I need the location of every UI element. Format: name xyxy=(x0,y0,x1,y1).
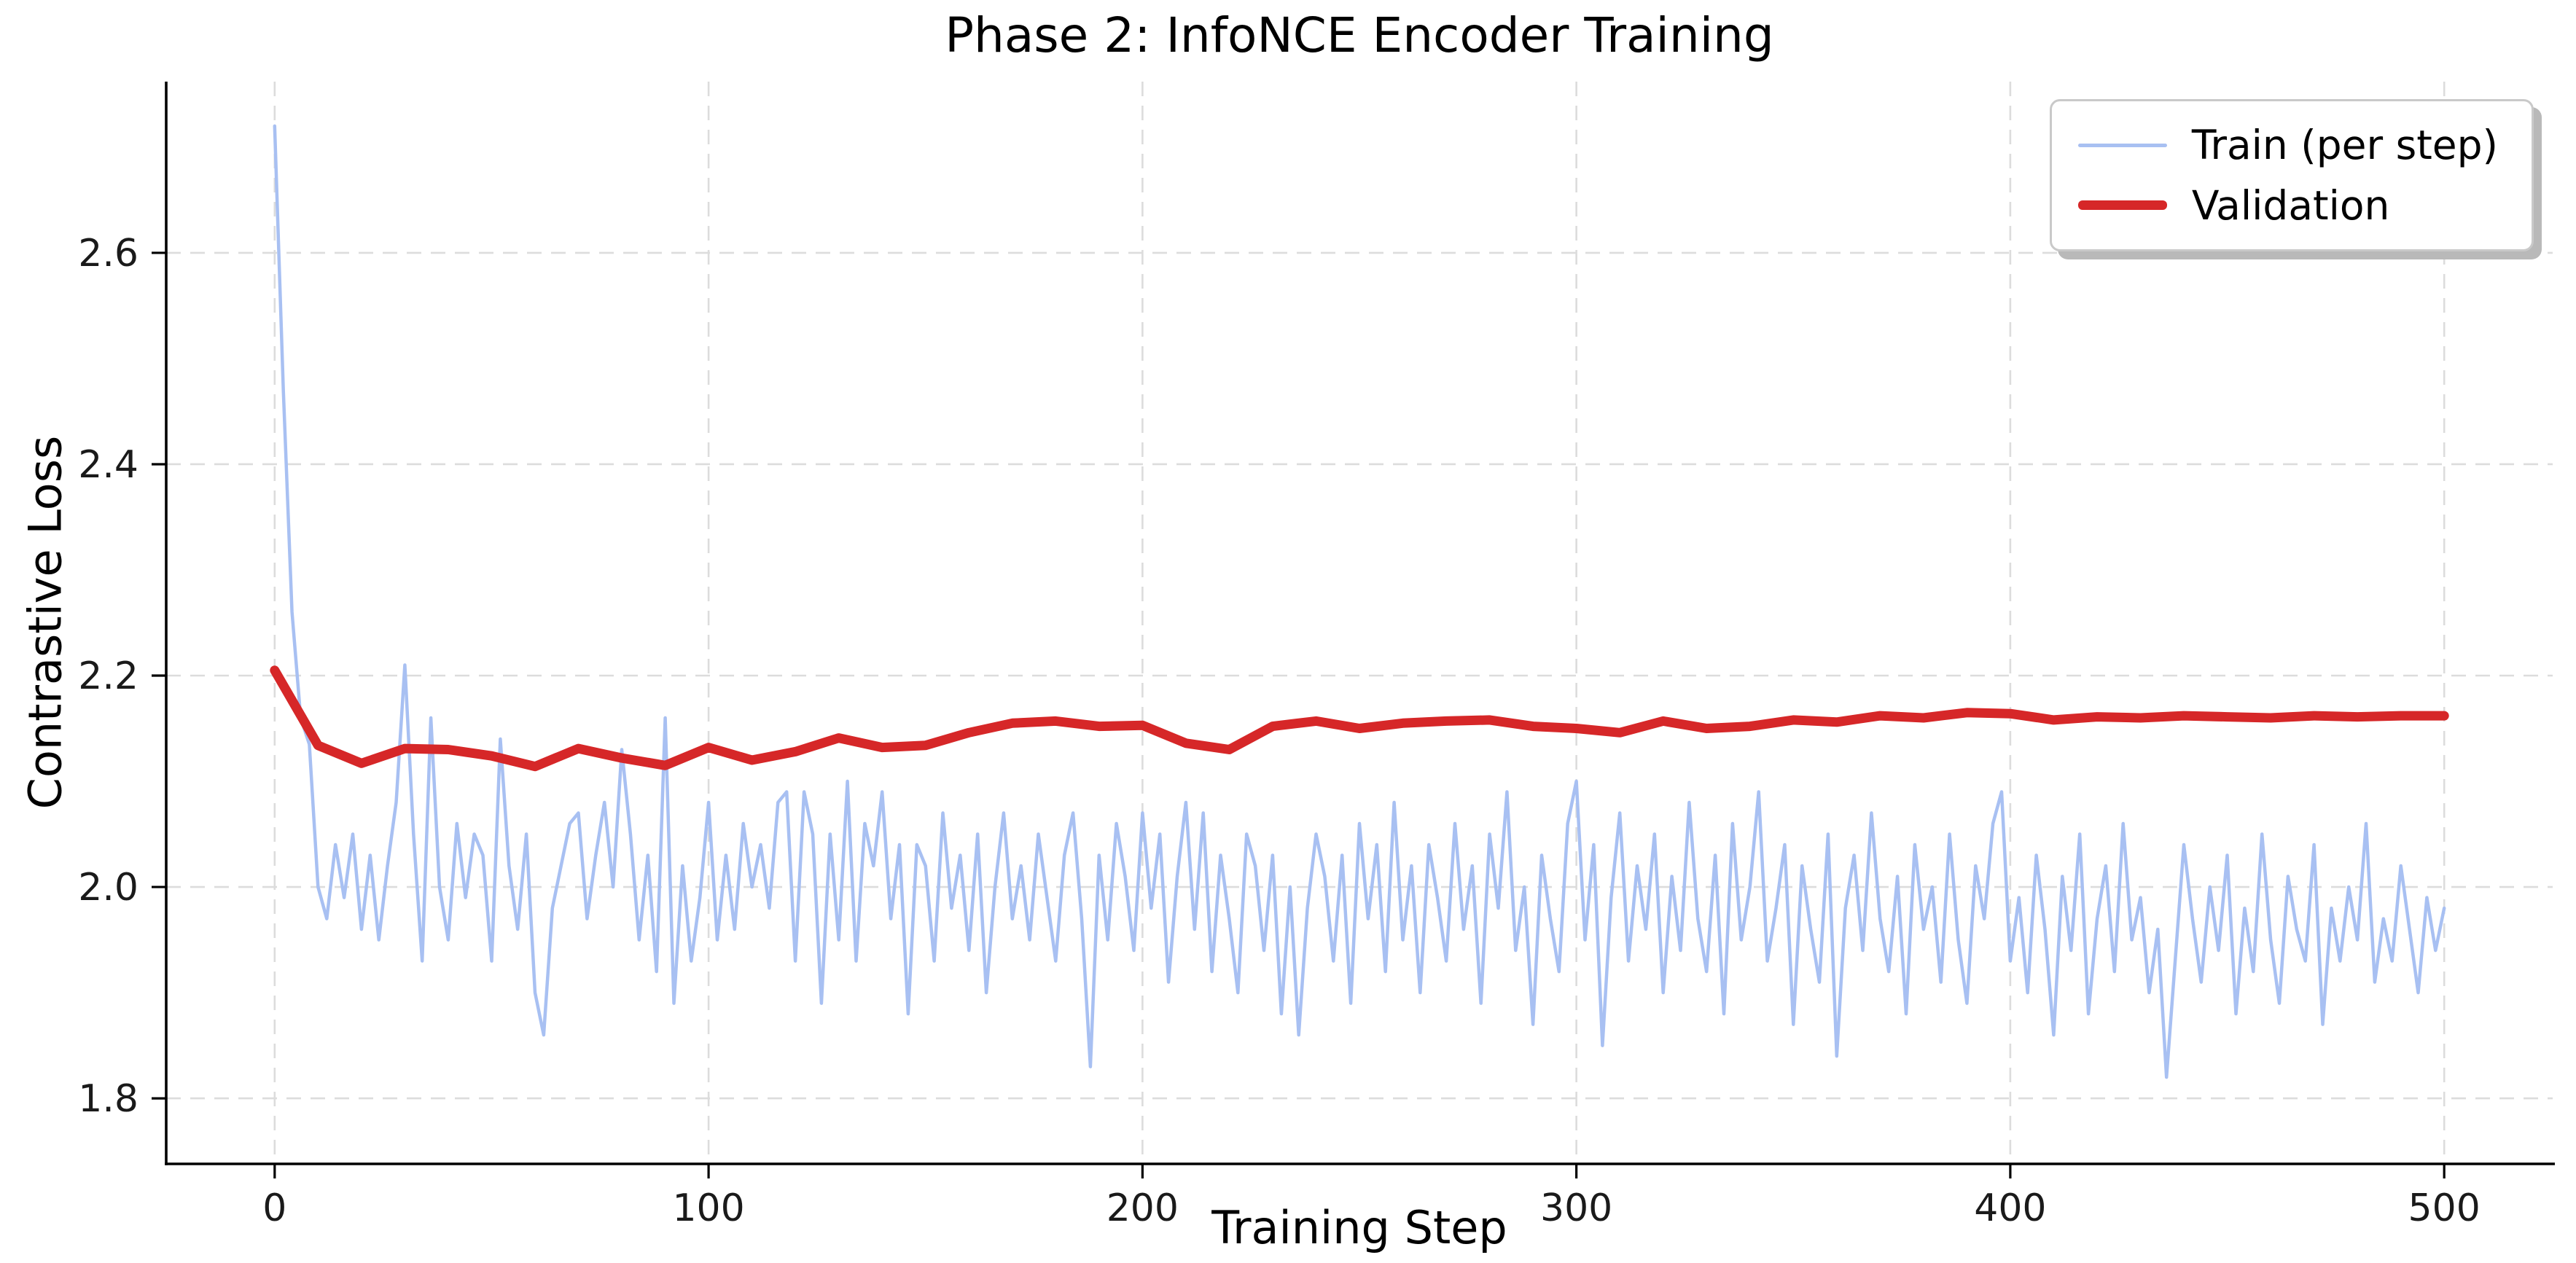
chart-title: Phase 2: InfoNCE Encoder Training xyxy=(945,7,1774,63)
train-loss-line xyxy=(273,124,2446,1079)
y-tick-label: 2.6 xyxy=(78,232,138,275)
y-tick-label: 2.0 xyxy=(78,866,138,910)
legend-entry-train: Train (per step) xyxy=(2077,122,2498,168)
train-line-swatch-icon xyxy=(2077,143,2167,147)
x-tick-label: 0 xyxy=(262,1186,286,1230)
y-tick-label: 2.2 xyxy=(78,654,138,698)
validation-line-swatch-icon xyxy=(2077,200,2167,211)
x-tick-label: 400 xyxy=(1974,1186,2046,1230)
legend-entry-validation: Validation xyxy=(2077,181,2498,229)
legend-label-train: Train (per step) xyxy=(2191,122,2498,168)
x-axis-label: Training Step xyxy=(1211,1201,1507,1254)
legend: Train (per step) Validation xyxy=(2049,99,2534,251)
legend-label-validation: Validation xyxy=(2191,181,2390,229)
y-axis-label: Contrastive Loss xyxy=(18,435,72,810)
x-tick-label: 500 xyxy=(2408,1186,2481,1230)
y-tick-label: 2.4 xyxy=(78,443,138,487)
validation-loss-line xyxy=(270,665,2449,772)
x-tick-label: 100 xyxy=(672,1186,744,1230)
x-tick-label: 200 xyxy=(1106,1186,1179,1230)
x-tick-label: 300 xyxy=(1540,1186,1612,1230)
y-tick-label: 1.8 xyxy=(78,1077,138,1121)
